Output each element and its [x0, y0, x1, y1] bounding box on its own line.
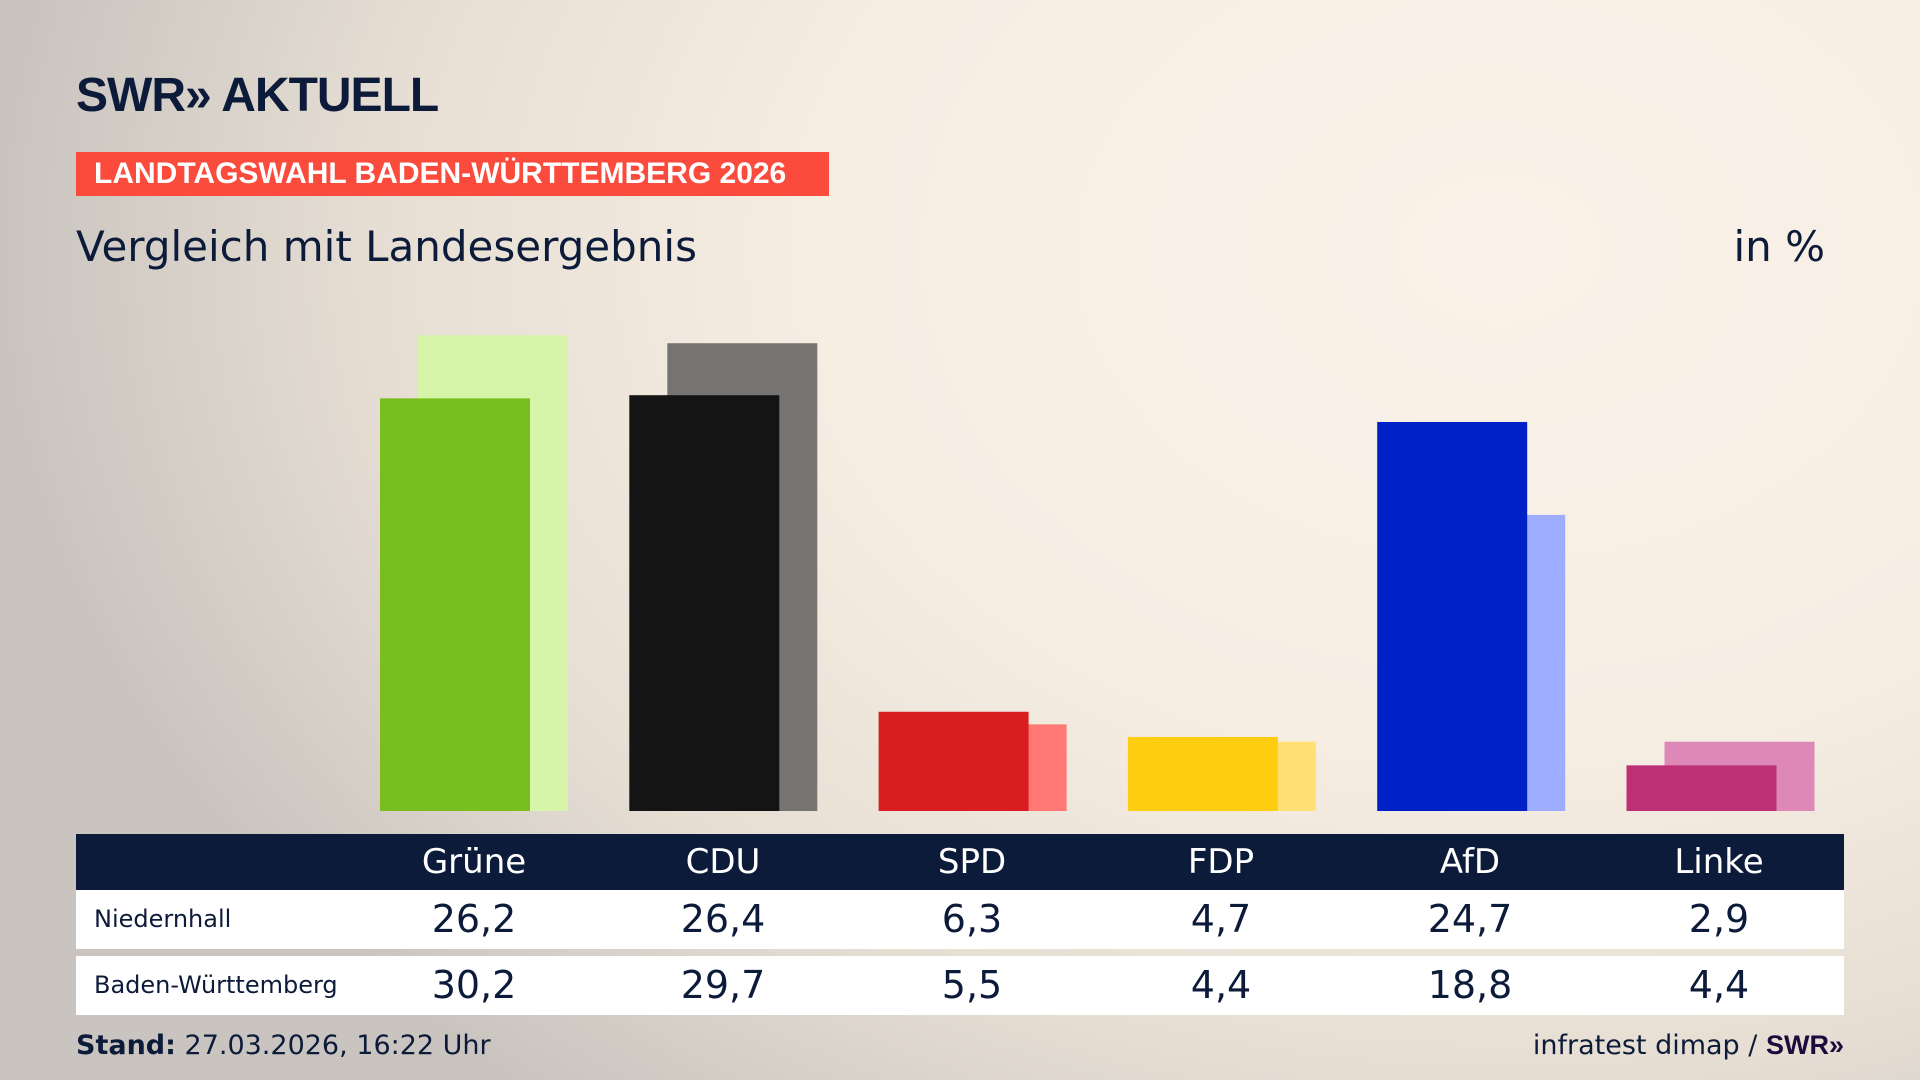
- cell-value: 2,9: [1688, 897, 1750, 941]
- bar-chart: [380, 335, 1815, 811]
- cell-value: 18,8: [1427, 963, 1513, 1007]
- bar-spd-local: [878, 711, 1029, 811]
- header-afd: AfD: [1439, 842, 1501, 882]
- cell-value: 30,2: [431, 963, 517, 1007]
- swr-aktuell-logo: SWR» AKTUELL: [76, 69, 439, 122]
- cell-value: 29,7: [680, 963, 766, 1007]
- cell-value: 26,4: [680, 897, 766, 941]
- cell-value: 6,3: [941, 897, 1003, 941]
- bar-fdp-local: [1127, 736, 1278, 811]
- swr-logo: SWR»: [1765, 1030, 1844, 1060]
- cell-value: 26,2: [431, 897, 517, 941]
- header-gruene: Grüne: [421, 842, 527, 882]
- table-row: Baden-Württemberg 30,2 29,7 5,5 4,4 18,8…: [76, 956, 1844, 1015]
- header-linke: Linke: [1674, 842, 1764, 882]
- source: infratest dimap / SWR»: [1533, 1030, 1844, 1061]
- row-label: Baden-Württemberg: [94, 971, 338, 999]
- header-spd: SPD: [937, 842, 1007, 882]
- source-text: infratest dimap /: [1532, 1030, 1758, 1061]
- results-table: Grüne CDU SPD FDP AfD Linke Niedernhall …: [76, 834, 1844, 1015]
- timestamp: Stand: 27.03.2026, 16:22 Uhr: [76, 1030, 491, 1061]
- bar-linke-local: [1626, 765, 1777, 811]
- header-fdp: FDP: [1187, 842, 1255, 882]
- unit-label: in %: [1733, 222, 1825, 271]
- row-label: Niedernhall: [94, 905, 232, 933]
- table-row: Niedernhall 26,2 26,4 6,3 4,7 24,7 2,9: [76, 890, 1844, 949]
- cell-value: 4,4: [1688, 963, 1750, 1007]
- table-header: Grüne CDU SPD FDP AfD Linke: [76, 834, 1844, 890]
- election-banner: LANDTAGSWAHL BADEN-WÜRTTEMBERG 2026: [76, 152, 829, 196]
- stand-label: Stand:: [76, 1030, 176, 1061]
- cell-value: 4,7: [1190, 897, 1252, 941]
- cell-value: 4,4: [1190, 963, 1252, 1007]
- stand-value: 27.03.2026, 16:22 Uhr: [184, 1030, 491, 1061]
- chart-subtitle: Vergleich mit Landesergebnis: [76, 222, 697, 271]
- header-cdu: CDU: [685, 842, 761, 882]
- bar-cdu-local: [629, 395, 780, 811]
- cell-value: 5,5: [941, 963, 1003, 1007]
- bar-grüne-local: [380, 398, 530, 811]
- cell-value: 24,7: [1427, 897, 1513, 941]
- bar-afd-local: [1377, 421, 1528, 811]
